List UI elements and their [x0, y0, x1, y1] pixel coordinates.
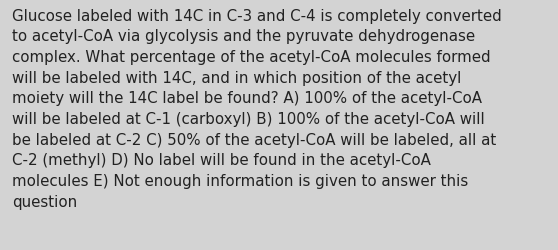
Text: Glucose labeled with 14C in C-3 and C-4 is completely converted
to acetyl-CoA vi: Glucose labeled with 14C in C-3 and C-4 … — [12, 9, 502, 209]
